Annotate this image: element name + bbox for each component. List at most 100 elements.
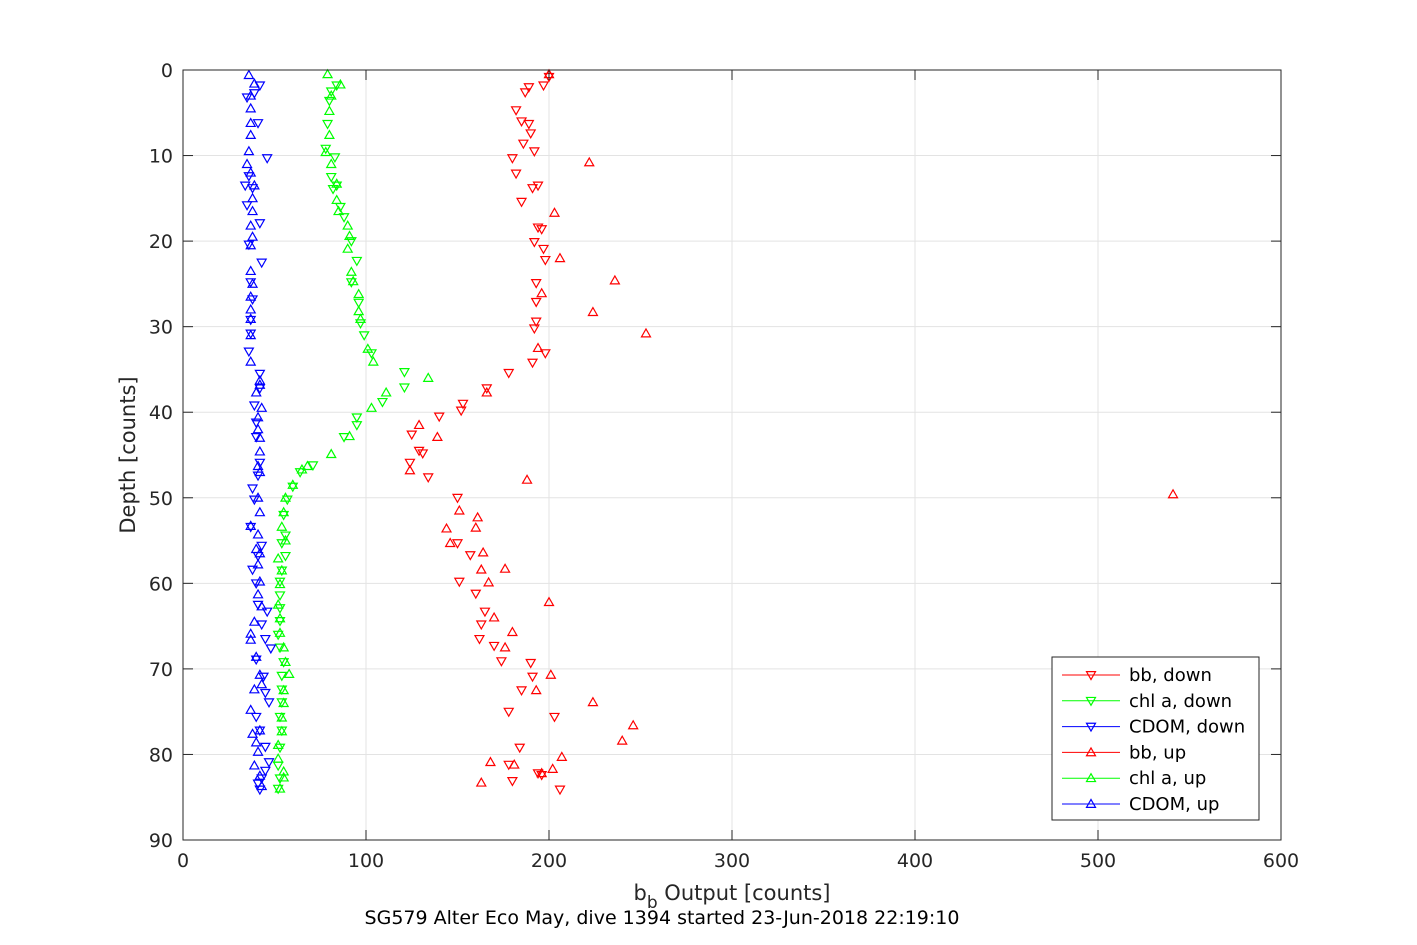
data-point — [245, 356, 257, 366]
data-point — [254, 466, 266, 477]
data-point — [245, 220, 257, 230]
data-point — [248, 77, 260, 88]
data-point — [475, 620, 487, 631]
data-point — [329, 153, 341, 163]
data-point — [543, 596, 555, 607]
data-point — [470, 522, 482, 532]
data-point — [530, 684, 542, 695]
data-point — [325, 87, 337, 98]
series-4 — [272, 68, 434, 793]
data-point — [274, 643, 286, 654]
data-point — [287, 479, 299, 489]
legend-entry: chl a, down — [1062, 691, 1232, 712]
data-point — [254, 432, 266, 442]
y-tick-label: 90 — [149, 830, 173, 852]
data-point — [627, 719, 639, 730]
data-point — [495, 657, 507, 667]
data-point — [537, 81, 550, 92]
data-point — [530, 317, 542, 328]
data-point — [536, 771, 548, 781]
data-point — [320, 144, 332, 155]
data-point — [334, 78, 346, 89]
data-point — [351, 421, 363, 431]
data-point — [243, 347, 255, 358]
data-point — [354, 313, 367, 323]
data-point — [354, 319, 367, 329]
data-point — [536, 225, 548, 235]
data-point — [353, 305, 365, 316]
data-point — [248, 401, 260, 412]
data-point — [243, 145, 255, 156]
data-point — [367, 356, 379, 366]
data-point — [422, 372, 434, 382]
data-point — [248, 683, 260, 694]
data-point — [362, 343, 374, 353]
data-point — [525, 658, 537, 669]
data-point — [528, 324, 540, 335]
x-tick-label: 400 — [897, 850, 933, 872]
data-point — [252, 423, 264, 434]
data-point — [451, 539, 464, 549]
data-point — [376, 397, 389, 408]
data-point — [245, 117, 257, 128]
data-point — [320, 146, 332, 157]
x-tick-label: 300 — [714, 850, 750, 872]
y-tick-label: 30 — [149, 317, 173, 339]
data-point — [530, 297, 542, 308]
data-point — [506, 154, 518, 164]
data-point — [245, 634, 257, 644]
data-point — [252, 411, 264, 422]
data-point — [526, 358, 539, 369]
data-point — [406, 430, 418, 441]
series-0 — [404, 72, 566, 796]
y-tick-label: 0 — [161, 60, 173, 82]
series-3 — [404, 68, 1179, 787]
legend-marker — [1085, 722, 1097, 733]
data-point — [353, 298, 365, 309]
data-point — [548, 712, 561, 723]
data-point — [554, 252, 566, 263]
data-point — [323, 105, 335, 116]
data-point — [250, 712, 262, 723]
data-point — [506, 626, 518, 637]
data-point — [545, 669, 557, 679]
data-point — [484, 756, 496, 767]
data-point — [481, 384, 493, 394]
data-point — [254, 506, 266, 517]
legend-marker — [1085, 798, 1097, 808]
data-point — [404, 464, 416, 475]
data-point — [488, 641, 500, 652]
data-point — [245, 265, 257, 276]
data-point — [241, 201, 253, 211]
data-point — [431, 431, 443, 442]
data-point — [338, 213, 350, 223]
data-point — [616, 735, 628, 745]
data-point — [343, 430, 356, 441]
data-point — [245, 313, 257, 323]
y-tick-label: 60 — [149, 573, 173, 595]
data-point — [254, 379, 266, 389]
x-tick-label: 0 — [177, 850, 189, 872]
data-point — [245, 102, 257, 113]
data-point — [556, 751, 568, 761]
data-point — [548, 207, 561, 217]
data-point — [272, 599, 284, 609]
series-5 — [241, 69, 268, 791]
y-axis-label: Depth [counts] — [116, 376, 140, 533]
data-point — [455, 406, 467, 417]
data-point — [413, 446, 425, 457]
data-point — [307, 461, 319, 471]
data-point — [532, 769, 544, 779]
data-point — [256, 258, 268, 269]
data-point — [265, 644, 277, 655]
data-point — [279, 531, 292, 542]
y-tick-label: 50 — [149, 488, 173, 510]
data-point — [351, 413, 363, 424]
data-point — [422, 473, 434, 483]
data-point — [537, 244, 550, 255]
data-point — [503, 368, 515, 379]
x-axis-label-sub: b — [647, 893, 658, 913]
y-tick-label: 20 — [149, 231, 173, 253]
data-point — [351, 256, 363, 267]
data-point — [250, 651, 262, 661]
